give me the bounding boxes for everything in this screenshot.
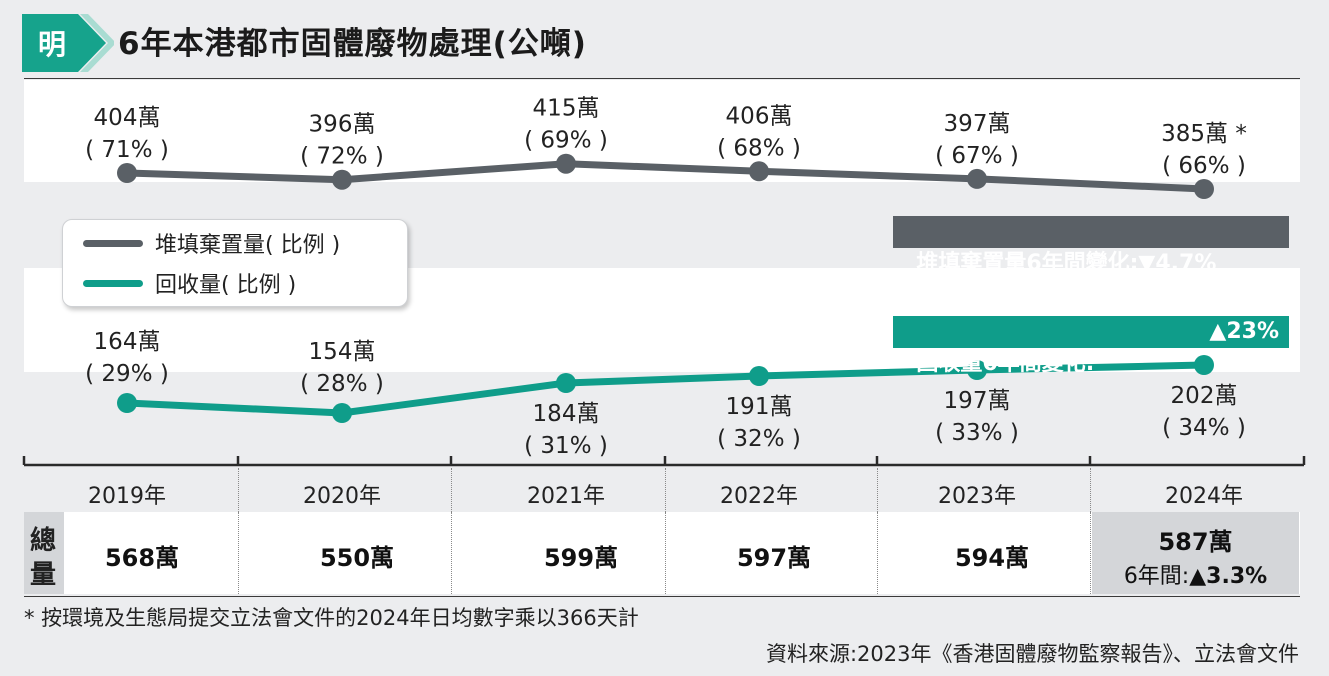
legend-label-landfill: 堆填棄置量( 比例 ) xyxy=(155,233,341,258)
recovery-point-2023年 xyxy=(967,360,987,380)
landfill-pct-label: ( 67% ) xyxy=(935,143,1019,169)
x-tick-label: 2023年 xyxy=(938,484,1016,509)
landfill-point-2022年 xyxy=(749,161,769,182)
column-divider xyxy=(665,512,666,594)
recovery-point-2021年 xyxy=(556,373,576,393)
legend: 堆填棄置量( 比例 ) 回收量( 比例 ) xyxy=(62,219,408,307)
column-divider xyxy=(451,512,452,594)
totals-label-char-2: 量 xyxy=(30,560,57,590)
column-divider xyxy=(877,512,878,594)
column-divider xyxy=(1090,512,1091,594)
landfill-pct-label: ( 71% ) xyxy=(85,137,169,163)
total-change: 6年間:▲3.3% xyxy=(1092,558,1299,590)
landfill-point-2024年 xyxy=(1194,179,1214,199)
logo-text: 明 xyxy=(38,28,66,61)
recovery-pct-label: ( 31% ) xyxy=(524,433,608,459)
x-tick-label: 2020年 xyxy=(303,484,381,509)
column-divider xyxy=(238,468,239,512)
total-value: 599萬 xyxy=(543,544,619,572)
landfill-value-label: 397萬 xyxy=(944,111,1011,137)
recovery-pct-label: ( 33% ) xyxy=(935,420,1019,446)
recovery-series-line xyxy=(123,361,1208,417)
total-change-prefix: 6年間: xyxy=(1123,564,1190,589)
totals-row: 總 量 587萬 6年間:▲3.3% 568萬 550萬 599萬 597萬 594萬 xyxy=(24,512,1300,594)
recovery-value-label: 191萬 xyxy=(726,394,793,420)
legend-item-landfill: 堆填棄置量( 比例 ) xyxy=(83,228,340,258)
bottom-rule xyxy=(24,596,1300,597)
column-divider xyxy=(1090,468,1091,512)
landfill-value-label: 415萬 xyxy=(533,96,600,122)
recovery-change-value: ▲23% xyxy=(1209,319,1279,344)
logo: 明 xyxy=(22,14,116,72)
chart-title: 6年本港都市固體廢物處理(公噸) xyxy=(118,26,587,62)
footnote: * 按環境及生態局提交立法會文件的2024年日均數字乘以366天計 xyxy=(24,606,639,630)
column-divider xyxy=(877,468,878,512)
source-note: 資料來源:2023年《香港固體廢物監察報告》、立法會文件 xyxy=(765,642,1299,666)
legend-swatch-landfill xyxy=(83,239,143,247)
recovery-pct-label: ( 32% ) xyxy=(717,426,801,452)
total-2024-value: 587萬 xyxy=(1158,528,1233,556)
recovery-point-2022年 xyxy=(749,366,769,386)
landfill-value-label: 396萬 xyxy=(309,112,376,138)
landfill-pct-label: ( 68% ) xyxy=(717,135,801,161)
x-tick-label: 2024年 xyxy=(1165,484,1243,509)
recovery-point-2020年 xyxy=(332,403,352,423)
recovery-value-label: 164萬 xyxy=(94,329,161,355)
recovery-pct-label: ( 34% ) xyxy=(1162,415,1246,441)
x-tick-label: 2022年 xyxy=(720,484,798,509)
recovery-point-2024年 xyxy=(1194,355,1214,375)
column-divider xyxy=(238,512,239,594)
landfill-point-2019年 xyxy=(117,163,137,183)
recovery-value-label: 184萬 xyxy=(533,401,600,427)
landfill-pct-label: ( 69% ) xyxy=(524,128,608,154)
total-value: 550萬 xyxy=(319,544,395,572)
recovery-pct-label: ( 28% ) xyxy=(300,371,384,397)
legend-swatch-recovery xyxy=(83,279,143,287)
header: 明 6年本港都市固體廢物處理(公噸) xyxy=(0,0,1329,75)
recovery-value-label: 197萬 xyxy=(944,388,1011,414)
landfill-point-2023年 xyxy=(967,168,987,189)
landfill-value-label: 406萬 xyxy=(726,103,793,129)
landfill-value-label: 404萬 xyxy=(94,105,161,131)
landfill-point-2021年 xyxy=(556,153,576,174)
recovery-change-badge: 回收量6年間變化: ▲23% xyxy=(893,316,1289,376)
title-rule xyxy=(24,78,1300,79)
logo-arrow-accent xyxy=(80,14,116,72)
logo-badge-shape xyxy=(22,14,106,72)
recovery-change-label: 回收量6年間變化: xyxy=(916,351,1095,376)
x-axis-labels: 2019年 2020年 2021年 2022年 2023年 2024年 xyxy=(24,468,1300,512)
landfill-change-text: 堆填棄置量6年間變化:▼4.7% xyxy=(916,251,1217,276)
recovery-value-label: 202萬 xyxy=(1171,383,1238,409)
landfill-pct-label: ( 66% ) xyxy=(1162,153,1246,179)
landfill-change-badge: 堆填棄置量6年間變化:▼4.7% xyxy=(893,216,1289,276)
landfill-series-line xyxy=(123,160,1208,193)
recovery-point-2019年 xyxy=(117,393,137,413)
x-tick-label: 2019年 xyxy=(88,484,166,509)
total-value: 597萬 xyxy=(736,544,812,572)
landfill-pct-label: ( 72% ) xyxy=(300,144,384,170)
total-value: 594萬 xyxy=(954,544,1030,572)
column-divider xyxy=(665,468,666,512)
total-change-value: ▲3.3% xyxy=(1189,564,1268,589)
total-value: 568萬 xyxy=(104,544,180,572)
x-tick-label: 2021年 xyxy=(527,484,605,509)
legend-label-recovery: 回收量( 比例 ) xyxy=(155,273,297,298)
recovery-value-label: 154萬 xyxy=(309,339,376,365)
totals-label-box: 總 量 xyxy=(24,512,64,594)
landfill-point-2020年 xyxy=(332,169,352,190)
legend-item-recovery: 回收量( 比例 ) xyxy=(83,268,296,298)
total-2024-box: 587萬 6年間:▲3.3% xyxy=(1092,512,1299,594)
landfill-value-label: 385萬 * xyxy=(1161,121,1247,147)
totals-label-char-1: 總 xyxy=(30,526,57,556)
column-divider xyxy=(451,468,452,512)
recovery-pct-label: ( 29% ) xyxy=(85,361,169,387)
